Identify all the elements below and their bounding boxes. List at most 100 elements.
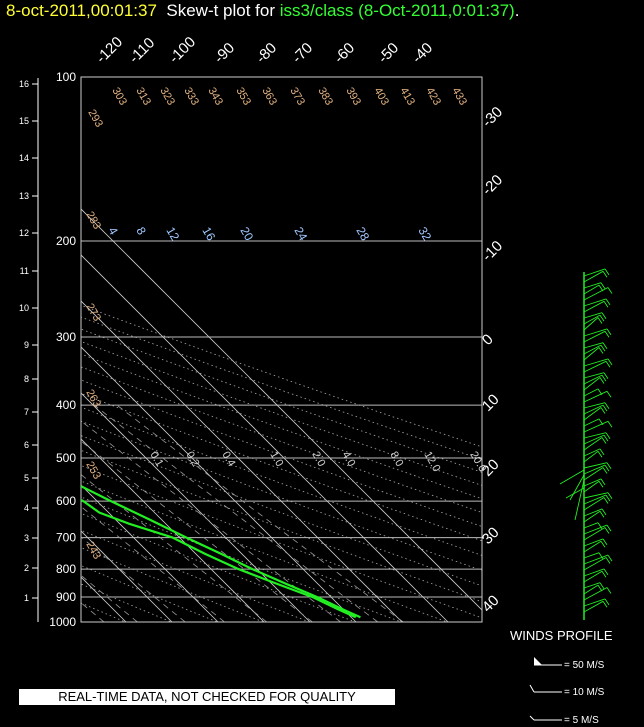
isotherm-line [81, 484, 219, 622]
wind-barb [583, 270, 604, 283]
title-datetime: 8-oct-2011,00:01:37 [6, 1, 157, 20]
isotherm-top-label: -70 [289, 39, 316, 66]
dry-adiabat-line [81, 547, 265, 622]
wind-barb-flag [604, 268, 610, 276]
wind-barb-flag [603, 301, 609, 308]
mixing-ratio-label: 4.0 [339, 450, 357, 469]
wind-barb [583, 538, 604, 547]
wind-barb [583, 317, 599, 331]
dry-adiabat-label: 303 [109, 86, 129, 108]
height-km-tick-label: 4 [24, 503, 29, 513]
dry-adiabat-label: 383 [315, 86, 335, 108]
isotherm-top-label: -50 [375, 39, 402, 66]
wind-barb [583, 522, 599, 529]
wind-barb-flag [606, 524, 612, 532]
dry-adiabat-line [81, 449, 482, 603]
wind-barb [583, 497, 605, 511]
isotherm-line [81, 346, 357, 622]
isotherm-top-label: -120 [93, 34, 126, 67]
wind-barb [583, 418, 600, 427]
wind-barb [583, 284, 600, 295]
wind-barb [583, 388, 599, 397]
dry-adiabat-label: 343 [205, 86, 225, 108]
mixing-ratio-label: 28 [353, 225, 372, 244]
dry-adiabat-line [81, 529, 311, 622]
wind-barb [583, 492, 609, 499]
wind-barb [583, 554, 609, 565]
wind-barb-flag [598, 481, 604, 488]
height-km-tick-label: 14 [19, 153, 29, 163]
wind-barb [583, 360, 607, 373]
wind-barb [583, 407, 602, 421]
wind-barb-flag [597, 317, 603, 324]
isotherm-line [81, 392, 311, 622]
wind-barb [583, 328, 608, 337]
mixing-ratio-label: 0.1 [147, 450, 165, 469]
height-km-tick-label: 7 [24, 407, 29, 417]
wind-barb-flag [605, 432, 611, 439]
mixing-ratio-label: 12 [163, 225, 182, 244]
mixing-ratio-label: 8 [133, 225, 149, 238]
wind-barb-flag [598, 552, 604, 559]
title-period: . [514, 1, 520, 20]
wind-barb-flag [603, 568, 609, 576]
pressure-tick-label: 600 [56, 494, 76, 508]
wind-barb [559, 469, 585, 485]
wind-barb-flag [600, 407, 606, 414]
wind-barb-flag [604, 527, 610, 534]
winds-profile [559, 268, 613, 620]
sounding-traces [81, 484, 361, 619]
wind-barb-flag [607, 421, 613, 428]
title-station: iss3/class [279, 1, 354, 20]
wind-barb-flag [604, 598, 610, 606]
wind-barb [583, 342, 604, 349]
dry-adiabat-label: 403 [371, 86, 391, 108]
wind-barb-flag [602, 601, 608, 608]
wind-barb [583, 448, 601, 457]
wind-barb [583, 402, 606, 409]
wind-barb [583, 582, 601, 589]
height-km-tick-label: 6 [24, 440, 29, 450]
wind-barb [583, 598, 606, 607]
wind-barb [583, 508, 603, 517]
wind-barb [583, 524, 608, 535]
height-km-tick-label: 5 [24, 473, 29, 483]
wind-barb [583, 570, 603, 583]
plot-frame [80, 76, 483, 623]
title-plot-for: Skew-t plot for [166, 1, 280, 20]
pressure-tick-label: 1000 [49, 615, 76, 629]
wind-barb [583, 344, 602, 355]
pressure-tick-label: 400 [56, 398, 76, 412]
dry-adiabat-label: 413 [397, 86, 417, 108]
wind-barb [583, 467, 604, 481]
wind-barb [583, 600, 604, 613]
dry-adiabat-label: 263 [83, 388, 103, 410]
isotherm-top-label: -110 [126, 34, 158, 66]
pressure-tick-label: 700 [56, 531, 76, 545]
isotherm-line [81, 254, 449, 622]
mixing-ratio-line [81, 474, 268, 622]
wind-barb-flag [598, 347, 604, 354]
isotherm-top-label: -100 [166, 34, 199, 67]
wind-barb-flag [601, 437, 607, 444]
wind-barb-flag [605, 557, 611, 564]
wind-barb-flag [597, 451, 603, 458]
wind-barb [583, 330, 606, 343]
mixing-ratio-line [81, 602, 105, 622]
wind-barb-flag [602, 467, 608, 474]
mixing-ratio-line [81, 440, 313, 622]
barb-legend-feather [529, 684, 535, 693]
quality-disclaimer: REAL-TIME DATA, NOT CHECKED FOR QUALITY [19, 689, 395, 705]
barb-legend-label: = 5 M/S [564, 715, 599, 726]
pressure-tick-label: 100 [56, 70, 76, 84]
wind-barb [583, 437, 603, 451]
wind-barb [583, 374, 603, 385]
mixing-ratio-label: 12.0 [421, 450, 442, 475]
wind-barb-flag [606, 391, 612, 398]
wind-barb-flag [599, 314, 605, 322]
wind-barb [583, 287, 609, 301]
dry-adiabat-line [81, 565, 219, 622]
wind-barb [583, 494, 607, 505]
wind-barb-flag [602, 271, 608, 278]
